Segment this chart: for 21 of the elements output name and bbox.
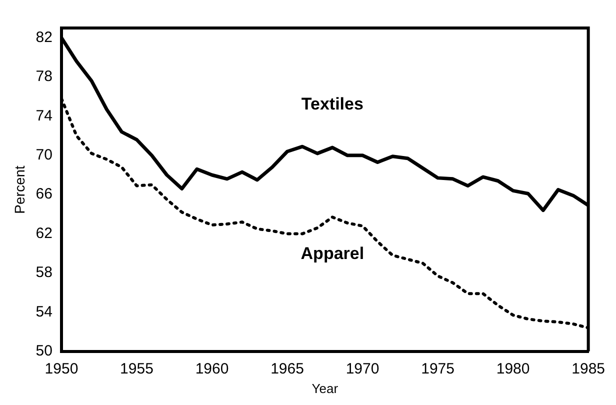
series-label: Apparel (300, 244, 364, 264)
x-tick-label: 1955 (120, 360, 154, 378)
x-tick-label: 1950 (44, 360, 78, 378)
x-tick-label: 1965 (270, 360, 304, 378)
x-axis-title: Year (312, 380, 339, 396)
y-tick-label: 82 (36, 28, 52, 46)
y-tick-label: 58 (36, 264, 52, 282)
y-tick-label: 70 (36, 146, 52, 164)
x-tick-label: 1980 (496, 360, 530, 378)
y-tick-label: 50 (36, 342, 52, 360)
y-tick-label: 74 (36, 107, 52, 124)
y-tick-label: 78 (36, 68, 52, 86)
x-tick-label: 1970 (346, 360, 380, 378)
y-tick-label: 62 (36, 224, 52, 242)
series-label: Textiles (301, 94, 364, 114)
x-tick-label: 1975 (421, 360, 454, 378)
y-axis-title: Percent (11, 165, 28, 214)
y-tick-label: 54 (36, 303, 52, 320)
x-tick-label: 1985 (572, 360, 606, 378)
y-tick-label: 66 (36, 186, 52, 203)
x-tick-label: 1960 (195, 360, 229, 378)
